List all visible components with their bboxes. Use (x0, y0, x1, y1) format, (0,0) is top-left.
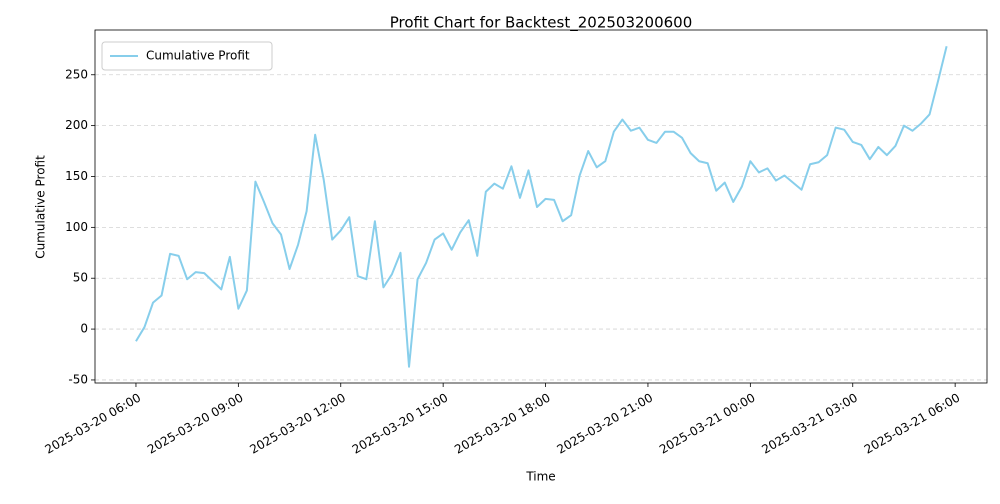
y-tick-label: 0 (80, 322, 88, 336)
plot-frame (94, 29, 988, 384)
x-tick-label: 2025-03-20 06:00 (43, 391, 144, 457)
x-tick-label: 2025-03-20 15:00 (350, 391, 451, 457)
y-tick-label: 200 (65, 118, 88, 132)
y-tick-label: -50 (68, 372, 88, 386)
line (135, 46, 948, 368)
y-tick-label: 150 (65, 169, 88, 183)
x-tick-label: 2025-03-21 00:00 (657, 391, 758, 457)
x-tick-label: 2025-03-21 03:00 (759, 391, 860, 457)
x-tick-label: 2025-03-21 06:00 (862, 391, 963, 457)
x-tick-label: 2025-03-20 18:00 (452, 391, 553, 457)
y-tick-label: 50 (73, 271, 88, 285)
x-axis-label: Time (525, 470, 555, 484)
y-tick-label: 250 (65, 67, 88, 81)
y-tick-label: 100 (65, 220, 88, 234)
x-tick-label: 2025-03-20 21:00 (555, 391, 656, 457)
y-axis-label: Cumulative Profit (34, 155, 48, 259)
x-tick-label: 2025-03-20 12:00 (247, 391, 348, 457)
x-tick-label: 2025-03-20 09:00 (145, 391, 246, 457)
chart-title: Profit Chart for Backtest_202503200600 (390, 14, 693, 33)
legend-label: Cumulative Profit (146, 49, 250, 63)
legend-box (101, 41, 273, 71)
